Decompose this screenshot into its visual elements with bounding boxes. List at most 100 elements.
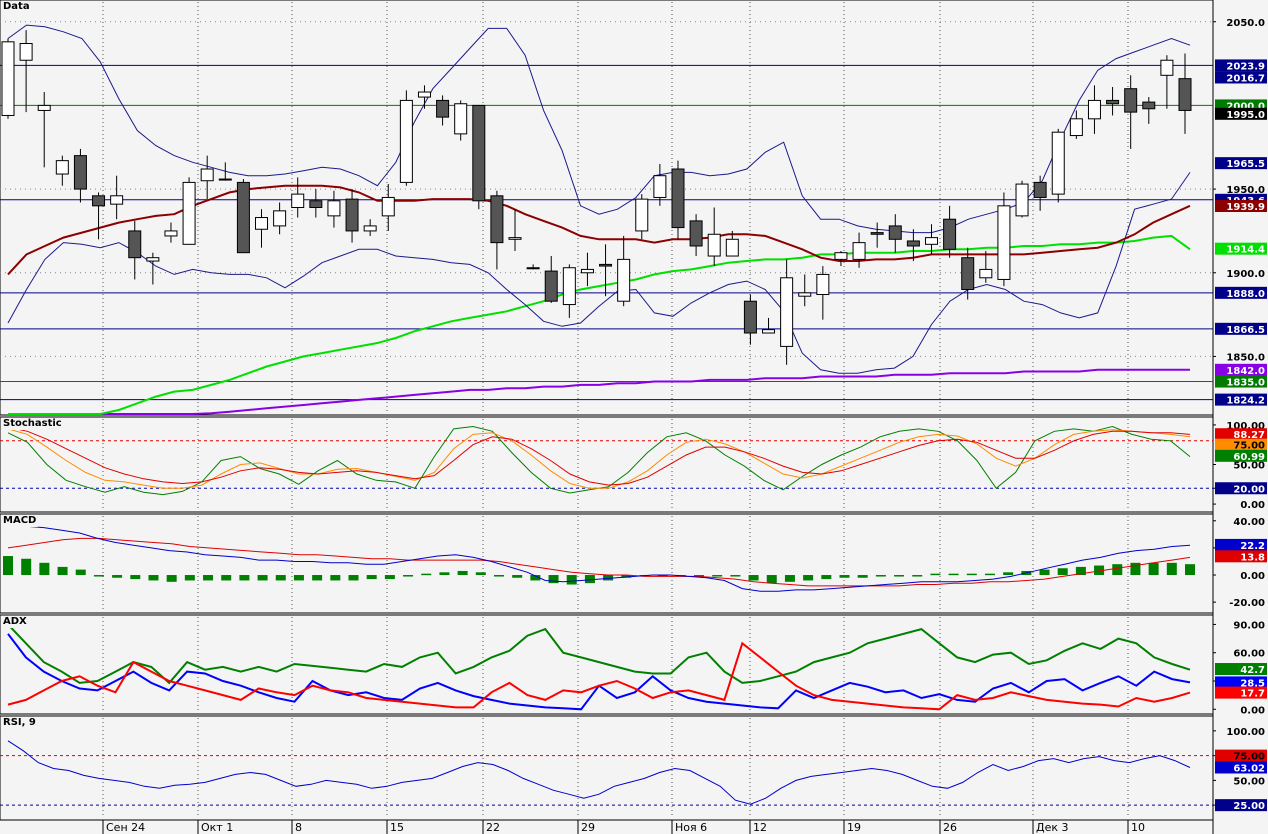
- candle-body: [1142, 101, 1156, 110]
- macd-histogram-bar: [894, 575, 905, 577]
- candle-body: [1160, 59, 1174, 76]
- x-tick-label: 22: [486, 821, 500, 834]
- macd-histogram-bar: [39, 562, 50, 576]
- y-tick-label: 1950.0: [1226, 185, 1265, 196]
- macd-histogram-bar: [112, 575, 123, 578]
- macd-histogram-bar: [530, 575, 541, 581]
- price-badge: 1835.0: [1226, 378, 1265, 389]
- macd-histogram-bar: [512, 575, 523, 578]
- x-tick-label: 10: [1131, 821, 1145, 834]
- candle-body: [906, 240, 920, 247]
- adx-badge: 42.7: [1240, 665, 1265, 676]
- macd-histogram-bar: [457, 570, 468, 576]
- candle-body: [490, 195, 504, 244]
- candle-body: [454, 103, 468, 135]
- macd-histogram-bar: [1057, 568, 1068, 576]
- y-tick-label: 90.00: [1233, 620, 1265, 631]
- price-badge-bg: [1215, 71, 1267, 84]
- adx-line: [7, 641, 1191, 711]
- bollinger-upper-line: [7, 24, 1191, 234]
- candle-body: [309, 200, 323, 209]
- macd-histogram-bar: [712, 575, 723, 577]
- macd-histogram-bar: [184, 575, 195, 581]
- macd-histogram-bar: [694, 575, 705, 577]
- rsi-panel-title: RSI, 9: [1, 717, 38, 729]
- stochastic-badge: 75.00: [1233, 441, 1265, 452]
- macd-line: [8, 525, 1191, 592]
- macd-histogram-bar: [657, 575, 668, 577]
- candle-body: [888, 225, 902, 240]
- candle-body: [671, 168, 685, 229]
- candle-body: [943, 218, 957, 250]
- stochastic-panel-title: Stochastic: [1, 418, 64, 430]
- candle-body: [961, 257, 975, 290]
- price-badge-bg: [1215, 59, 1267, 72]
- candle-body: [236, 181, 250, 254]
- candle-body: [834, 252, 848, 260]
- x-tick-label: Сен 24: [106, 821, 145, 834]
- candle-body: [780, 277, 794, 347]
- y-tick-label: 1900.0: [1226, 269, 1265, 280]
- macd-histogram-bar: [548, 575, 559, 584]
- x-tick-label: 12: [753, 821, 767, 834]
- candle-body: [816, 273, 830, 296]
- price-badge: 1824.2: [1226, 396, 1265, 407]
- y-tick-label: 50.00: [1233, 461, 1265, 472]
- macd-histogram-bar: [130, 575, 141, 580]
- macd-histogram-bar: [1185, 564, 1195, 576]
- price-badge: 2000.0: [1226, 101, 1265, 112]
- macd-histogram-bar: [57, 566, 68, 576]
- y-tick-label: 40.00: [1233, 517, 1265, 528]
- macd-histogram-bar: [730, 575, 741, 577]
- price-badge: 1914.4: [1226, 245, 1265, 256]
- macd-badge: 22.2: [1240, 541, 1265, 552]
- stochastic-badge-bg: [1215, 482, 1267, 495]
- candle-body: [110, 195, 124, 205]
- adx-line: [7, 623, 1191, 685]
- macd-histogram-bar: [803, 575, 814, 581]
- candle-body: [707, 233, 721, 257]
- candle-body: [653, 175, 667, 198]
- stochastic-badge-bg: [1215, 428, 1267, 441]
- candle-body: [1, 41, 15, 116]
- price-badge-bg: [1215, 375, 1267, 388]
- macd-histogram-bar: [148, 575, 159, 581]
- macd-histogram-bar: [403, 575, 414, 577]
- candle-body: [1087, 99, 1101, 120]
- y-tick-label: 2050.0: [1226, 18, 1265, 29]
- macd-histogram-bar: [1130, 562, 1141, 576]
- price-badge: 1939.9: [1226, 202, 1265, 213]
- stochastic-line: [7, 426, 1191, 486]
- candle-body: [689, 220, 703, 247]
- y-tick-label: 0.00: [1240, 571, 1265, 582]
- candle-body: [417, 91, 431, 98]
- price-badge: 1995.0: [1226, 110, 1265, 121]
- macd-histogram-bar: [912, 575, 923, 577]
- macd-histogram-bar: [166, 575, 177, 582]
- macd-histogram-bar: [984, 573, 995, 576]
- rsi-badge: 63.02: [1233, 763, 1265, 774]
- adx-panel-title: ADX: [1, 616, 29, 628]
- candle-body: [399, 99, 413, 183]
- candle-body: [1051, 131, 1065, 195]
- x-tick-label: 26: [943, 821, 957, 834]
- price-panel-title: Data: [1, 1, 32, 13]
- macd-histogram-bar: [930, 573, 941, 576]
- candle-body: [472, 104, 486, 202]
- macd-histogram-bar: [966, 573, 977, 576]
- candle-body: [617, 258, 631, 302]
- macd-histogram-bar: [1003, 572, 1014, 576]
- y-tick-label: 0.00: [1240, 705, 1265, 716]
- macd-histogram-bar: [1039, 569, 1050, 576]
- macd-histogram-bar: [603, 575, 614, 581]
- macd-histogram-bar: [221, 575, 232, 581]
- candle-body: [870, 232, 884, 235]
- y-tick-label: 100.00: [1226, 421, 1265, 432]
- x-tick-label: 8: [295, 821, 302, 834]
- candle-body: [580, 268, 594, 274]
- adx-badge-bg: [1215, 676, 1267, 689]
- macd-histogram-bar: [293, 575, 304, 581]
- rsi-badge-bg: [1215, 761, 1267, 774]
- price-badge-bg: [1215, 107, 1267, 120]
